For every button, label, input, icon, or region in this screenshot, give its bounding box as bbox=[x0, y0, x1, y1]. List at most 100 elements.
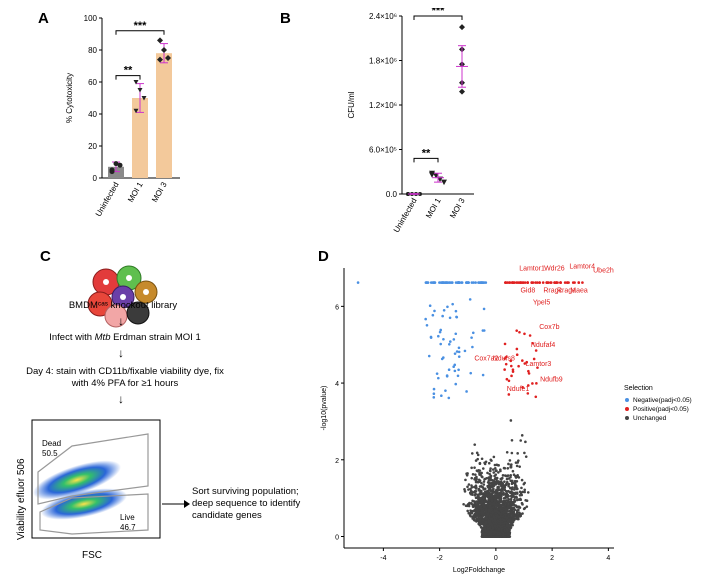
data-point bbox=[487, 494, 491, 498]
data-point bbox=[511, 517, 514, 521]
data-point bbox=[424, 317, 427, 321]
legend-marker bbox=[625, 407, 629, 411]
data-point bbox=[525, 505, 529, 508]
data-point bbox=[507, 527, 511, 530]
data-point bbox=[493, 524, 496, 528]
y-tick-label: 2.4×10⁶ bbox=[369, 12, 397, 21]
significance-label: *** bbox=[134, 20, 148, 32]
data-point bbox=[534, 349, 538, 352]
data-point bbox=[435, 372, 439, 375]
data-point bbox=[498, 482, 501, 486]
x-tick-label: 2 bbox=[550, 555, 554, 562]
data-point bbox=[526, 281, 530, 284]
data-point bbox=[468, 501, 471, 505]
data-point bbox=[490, 532, 493, 535]
staining-step: Day 4: stain with CD11b/fixable viabilit… bbox=[26, 366, 224, 389]
data-point bbox=[481, 515, 484, 518]
data-point bbox=[470, 493, 474, 496]
data-point bbox=[507, 462, 510, 466]
data-point bbox=[475, 513, 479, 516]
data-point bbox=[501, 474, 505, 477]
gene-label: Ube2h bbox=[593, 268, 614, 275]
data-point bbox=[453, 363, 457, 367]
data-point bbox=[444, 281, 448, 284]
data-point bbox=[524, 455, 528, 458]
data-point bbox=[467, 488, 470, 491]
data-point bbox=[467, 504, 471, 508]
data-point bbox=[495, 535, 499, 538]
y-tick-label: 100 bbox=[84, 14, 98, 23]
data-point bbox=[497, 528, 501, 531]
data-point bbox=[510, 523, 513, 526]
data-point bbox=[500, 481, 504, 485]
data-point bbox=[492, 502, 496, 506]
data-point bbox=[448, 342, 451, 346]
data-point bbox=[441, 179, 447, 186]
data-point bbox=[473, 490, 477, 493]
data-point bbox=[493, 491, 497, 494]
data-point bbox=[528, 334, 532, 337]
data-point bbox=[455, 350, 459, 353]
data-point bbox=[437, 376, 440, 380]
data-point bbox=[133, 80, 139, 85]
data-point bbox=[489, 474, 493, 478]
data-point bbox=[499, 495, 502, 498]
data-point bbox=[521, 359, 524, 362]
gene-label: Cox7b bbox=[539, 324, 559, 331]
panel-label-b: B bbox=[280, 10, 291, 27]
data-point bbox=[473, 466, 476, 469]
data-point bbox=[483, 506, 487, 509]
data-point bbox=[466, 485, 469, 489]
data-point bbox=[532, 357, 536, 361]
data-point bbox=[522, 482, 526, 486]
data-point bbox=[425, 281, 428, 284]
data-point bbox=[499, 469, 502, 473]
data-point bbox=[503, 499, 506, 503]
data-point bbox=[549, 281, 552, 284]
data-point bbox=[581, 281, 584, 284]
data-point bbox=[506, 505, 510, 509]
data-point bbox=[473, 477, 476, 481]
data-point bbox=[493, 508, 497, 512]
x-tick-label: Uninfected bbox=[392, 197, 419, 235]
data-point bbox=[462, 502, 465, 506]
data-point bbox=[516, 461, 519, 464]
data-point bbox=[530, 281, 533, 284]
gene-label: Lamtor4 bbox=[569, 264, 595, 271]
data-point bbox=[501, 500, 504, 504]
data-point bbox=[477, 478, 481, 482]
data-point bbox=[469, 371, 473, 375]
data-point bbox=[498, 498, 502, 502]
data-point bbox=[489, 467, 492, 470]
data-point bbox=[470, 281, 474, 284]
data-point bbox=[476, 493, 480, 497]
significance-bracket bbox=[413, 157, 439, 163]
data-point bbox=[431, 313, 435, 317]
data-point bbox=[445, 374, 449, 377]
data-point bbox=[520, 486, 523, 490]
data-point bbox=[117, 162, 123, 168]
data-point bbox=[502, 493, 505, 496]
data-point bbox=[526, 491, 530, 494]
significance-label: ** bbox=[422, 147, 431, 159]
data-point bbox=[468, 491, 472, 495]
data-point bbox=[510, 479, 514, 483]
data-point bbox=[440, 394, 443, 397]
data-point bbox=[472, 500, 476, 503]
data-point bbox=[510, 438, 514, 442]
data-point bbox=[523, 488, 527, 492]
data-point bbox=[141, 96, 147, 101]
data-point bbox=[165, 55, 171, 61]
data-point bbox=[439, 342, 443, 346]
data-point bbox=[463, 488, 466, 491]
y-tick-label: 20 bbox=[88, 142, 97, 151]
data-point bbox=[501, 534, 505, 537]
data-point bbox=[478, 511, 481, 515]
data-point bbox=[509, 463, 513, 467]
data-point bbox=[483, 497, 487, 500]
data-point bbox=[490, 499, 494, 503]
gate-dead-label: Dead bbox=[42, 439, 61, 448]
data-point bbox=[531, 382, 534, 385]
gene-label: Cox7a2 bbox=[474, 355, 498, 362]
data-point bbox=[517, 476, 521, 479]
